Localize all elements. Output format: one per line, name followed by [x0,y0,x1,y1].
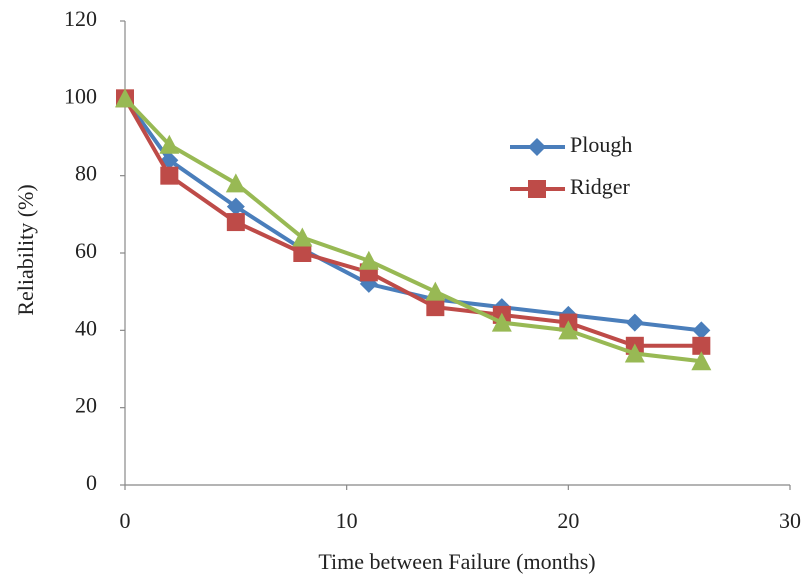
x-tick-label: 20 [557,508,579,533]
y-tick-label: 0 [86,470,97,495]
y-tick-label: 60 [75,238,97,263]
marker [226,213,245,232]
marker [225,173,246,193]
marker [491,312,512,332]
marker [624,343,645,363]
y-tick-label: 100 [64,83,97,108]
y-tick-label: 80 [75,161,97,186]
marker [160,166,179,185]
x-tick-label: 30 [779,508,801,533]
marker [528,180,546,198]
marker [293,244,312,262]
marker [692,336,711,355]
marker [691,351,712,371]
y-tick-label: 20 [75,393,97,418]
y-tick-label: 120 [64,6,97,31]
x-tick-label: 0 [120,508,131,533]
marker [358,250,379,270]
x-axis-title: Time between Failure (months) [318,549,595,574]
marker [226,197,245,216]
y-tick-label: 40 [75,315,97,340]
marker [292,227,313,247]
x-tick-label: 10 [336,508,358,533]
marker [115,88,135,108]
marker [528,138,546,156]
legend-label: Plough [570,132,632,157]
marker [159,134,180,154]
legend-label: Ridger [570,174,631,199]
y-axis-title: Reliability (%) [13,184,38,315]
marker [625,313,644,332]
marker [426,298,445,317]
series-line [123,96,702,364]
marker [558,320,579,340]
marker [425,281,446,301]
series-line [123,97,702,348]
marker [692,321,711,340]
